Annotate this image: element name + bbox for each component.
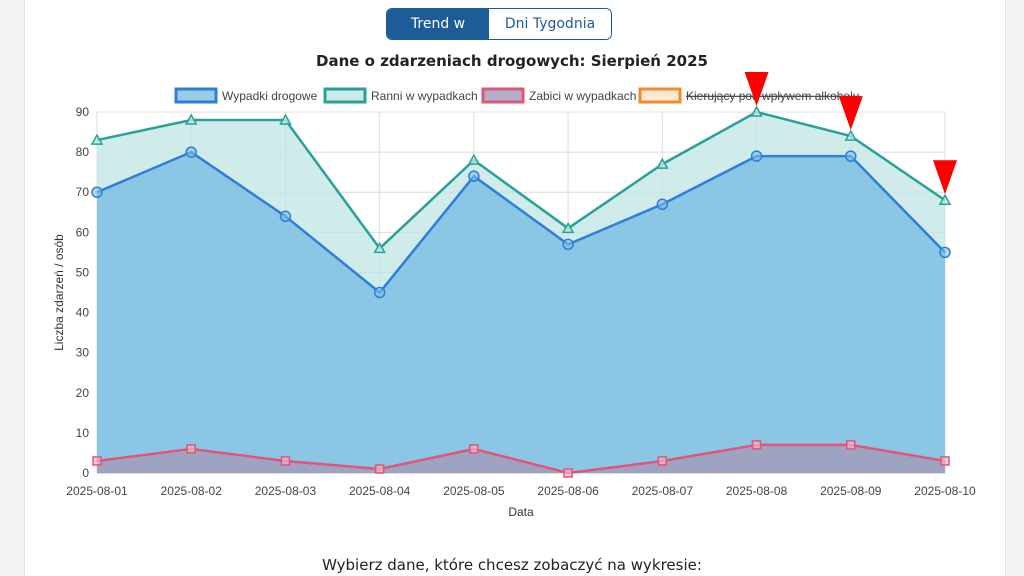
data-point (186, 444, 196, 454)
data-point (563, 468, 573, 478)
data-point (656, 198, 669, 211)
x-tick-label: 2025-08-01 (66, 484, 128, 498)
data-point (90, 133, 104, 145)
data-point (468, 170, 480, 182)
data-point (279, 210, 292, 223)
chart-title: Dane o zdarzeniach drogowych: Sierpień 2… (316, 52, 708, 70)
data-point (184, 113, 198, 125)
data-point (844, 129, 858, 141)
data-point (751, 440, 762, 450)
data-point (750, 105, 763, 117)
y-tick-label: 50 (76, 265, 90, 279)
y-tick-label: 90 (76, 105, 90, 119)
x-tick-label: 2025-08-02 (161, 484, 223, 498)
x-tick-label: 2025-08-05 (443, 484, 505, 498)
data-point (373, 286, 386, 299)
legend-label[interactable]: Kierujący pod wpływem alkoholu (686, 89, 859, 103)
x-tick-label: 2025-08-03 (255, 484, 317, 498)
data-selection-prompt: Wybierz dane, które chcesz zobaczyć na w… (322, 556, 702, 574)
legend-label[interactable]: Wypadki drogowe (222, 89, 318, 103)
y-tick-label: 60 (76, 225, 90, 239)
red-triangle-marker (933, 160, 957, 195)
data-point (845, 150, 857, 162)
data-point (846, 440, 856, 450)
x-tick-label: 2025-08-08 (726, 484, 788, 498)
legend-swatch (481, 87, 525, 104)
y-tick-label: 70 (76, 185, 90, 199)
y-tick-label: 80 (76, 145, 90, 159)
y-tick-label: 40 (76, 306, 90, 320)
y-tick-label: 0 (82, 466, 89, 480)
x-tick-label: 2025-08-04 (349, 484, 411, 498)
data-point (561, 221, 575, 234)
data-point (656, 157, 669, 169)
legend-swatch (174, 87, 218, 104)
data-point (280, 456, 291, 466)
data-point (373, 241, 386, 254)
y-tick-label: 20 (76, 386, 90, 400)
data-point (279, 113, 292, 125)
data-point (940, 456, 950, 466)
y-axis-label: Liczba zdarzeń / osób (52, 234, 66, 351)
x-axis-label: Data (508, 505, 534, 519)
data-point (91, 186, 103, 198)
data-point (939, 246, 951, 259)
series-line-0 (96, 150, 946, 294)
data-point (469, 444, 479, 454)
legend-label[interactable]: Ranni w wypadkach (371, 89, 478, 103)
data-point (185, 146, 197, 158)
legend-label[interactable]: Zabici w wypadkach (529, 89, 636, 103)
x-tick-label: 2025-08-09 (820, 484, 882, 498)
y-tick-label: 30 (76, 346, 90, 360)
legend-swatch (323, 87, 367, 104)
data-point (562, 238, 574, 251)
red-triangle-marker (838, 96, 863, 131)
series-line-2 (96, 443, 946, 475)
data-point (374, 464, 385, 474)
tab-weekdays[interactable]: Dni Tygodnia (489, 9, 611, 39)
data-point (657, 456, 668, 466)
legend-swatch (638, 87, 682, 104)
view-toggle: Trend w Czasie Dni Tygodnia (386, 8, 612, 40)
data-point (92, 456, 102, 466)
x-tick-label: 2025-08-06 (537, 484, 599, 498)
data-point (938, 193, 952, 205)
area-fill-0 (97, 152, 945, 473)
x-tick-label: 2025-08-10 (914, 484, 976, 498)
series-line-1 (96, 110, 946, 250)
x-tick-label: 2025-08-07 (632, 484, 694, 498)
tab-trend[interactable]: Trend w Czasie (387, 9, 489, 39)
area-fill-2 (97, 444, 945, 473)
y-tick-label: 10 (76, 426, 90, 440)
data-point (467, 153, 481, 165)
red-triangle-marker (744, 72, 769, 106)
data-point (750, 150, 763, 162)
